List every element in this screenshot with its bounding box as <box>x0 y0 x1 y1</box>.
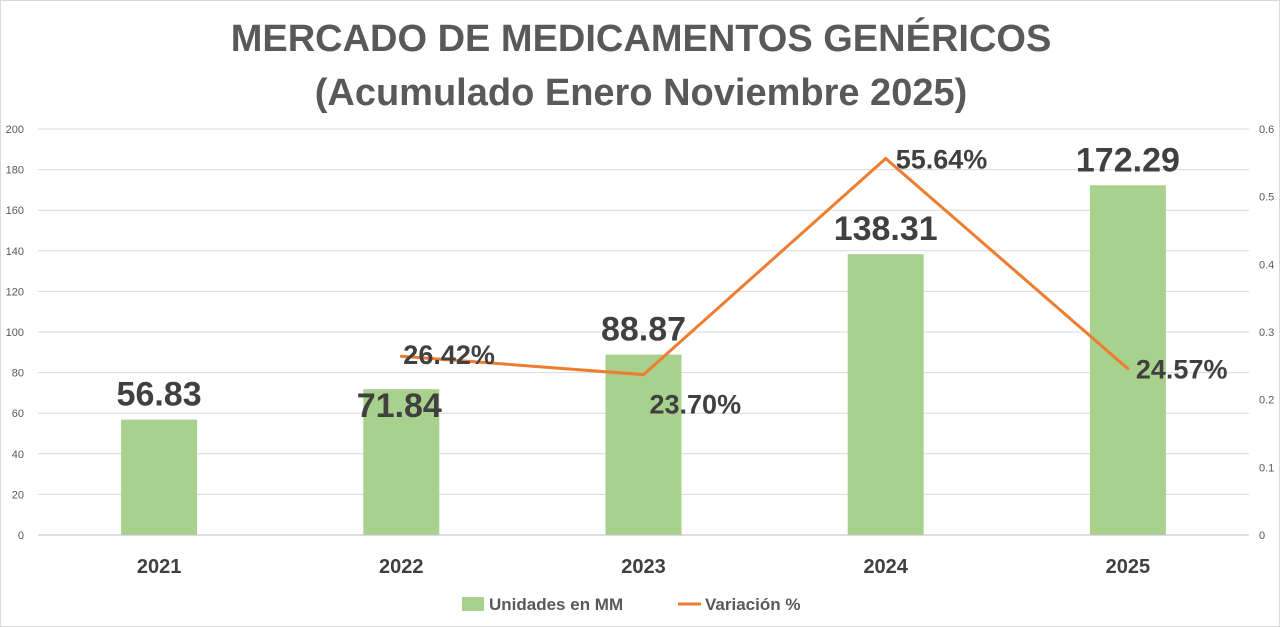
bar <box>847 254 924 535</box>
right-tick-label: 0.2 <box>1259 395 1274 407</box>
left-tick-label: 120 <box>6 286 24 298</box>
line-data-label: 23.70% <box>650 390 742 420</box>
line-series <box>399 157 1130 377</box>
left-axis: 0 20 40 60 80 100 120 140 160 180 200 <box>6 124 24 542</box>
right-tick-label: 0.6 <box>1259 124 1274 136</box>
left-tick-label: 60 <box>12 408 24 420</box>
left-tick-label: 140 <box>6 246 24 258</box>
bar-data-label: 71.84 <box>357 387 442 425</box>
right-tick-label: 0.1 <box>1259 462 1274 474</box>
bar-data-label: 172.29 <box>1076 141 1180 179</box>
line-data-label: 24.57% <box>1136 355 1228 385</box>
right-tick-label: 0.4 <box>1259 259 1274 271</box>
left-tick-label: 80 <box>12 368 24 380</box>
right-axis: 0 0.1 0.2 0.3 0.4 0.5 0.6 <box>1259 124 1274 542</box>
left-tick-label: 180 <box>6 165 24 177</box>
bar <box>121 419 198 535</box>
bar <box>363 389 440 535</box>
line-point <box>884 157 888 161</box>
bar-data-label: 88.87 <box>601 311 686 349</box>
x-axis: 2021 2022 2023 2024 2025 <box>38 534 1249 578</box>
line-data-label: 55.64% <box>896 145 988 175</box>
line-point <box>1126 367 1130 371</box>
category-label: 2025 <box>1106 556 1151 578</box>
legend-label-line: Variación % <box>705 595 800 614</box>
line-point <box>399 354 403 358</box>
bar <box>1089 185 1166 536</box>
legend: Unidades en MM Variación % <box>462 595 800 614</box>
legend-swatch-bars <box>462 597 484 611</box>
left-tick-label: 100 <box>6 327 24 339</box>
left-tick-label: 200 <box>6 124 24 136</box>
bar-data-label: 56.83 <box>117 376 202 414</box>
line-point <box>642 373 645 377</box>
category-label: 2024 <box>863 556 908 578</box>
bar-series <box>121 185 1166 536</box>
right-tick-label: 0.5 <box>1259 192 1274 204</box>
right-tick-label: 0 <box>1259 530 1265 542</box>
bar-data-label: 138.31 <box>834 210 938 248</box>
left-tick-label: 0 <box>18 530 24 542</box>
line-data-label: 26.42% <box>403 340 495 370</box>
category-label: 2023 <box>621 556 666 578</box>
legend-label-bars: Unidades en MM <box>489 595 623 614</box>
bar <box>605 354 682 535</box>
chart-subtitle: (Acumulado Enero Noviembre 2025) <box>315 72 968 114</box>
data-labels: 56.83 71.84 88.87 138.31 172.29 26.42% 23.70% 5… <box>117 141 1228 425</box>
left-tick-label: 160 <box>6 205 24 217</box>
left-tick-label: 40 <box>12 449 24 461</box>
left-tick-label: 20 <box>12 489 24 501</box>
chart-title: MERCADO DE MEDICAMENTOS GENÉRICOS <box>231 16 1052 60</box>
variation-line <box>401 157 1129 377</box>
category-label: 2021 <box>137 556 182 578</box>
category-label: 2022 <box>379 556 424 578</box>
right-tick-label: 0.3 <box>1259 327 1274 339</box>
